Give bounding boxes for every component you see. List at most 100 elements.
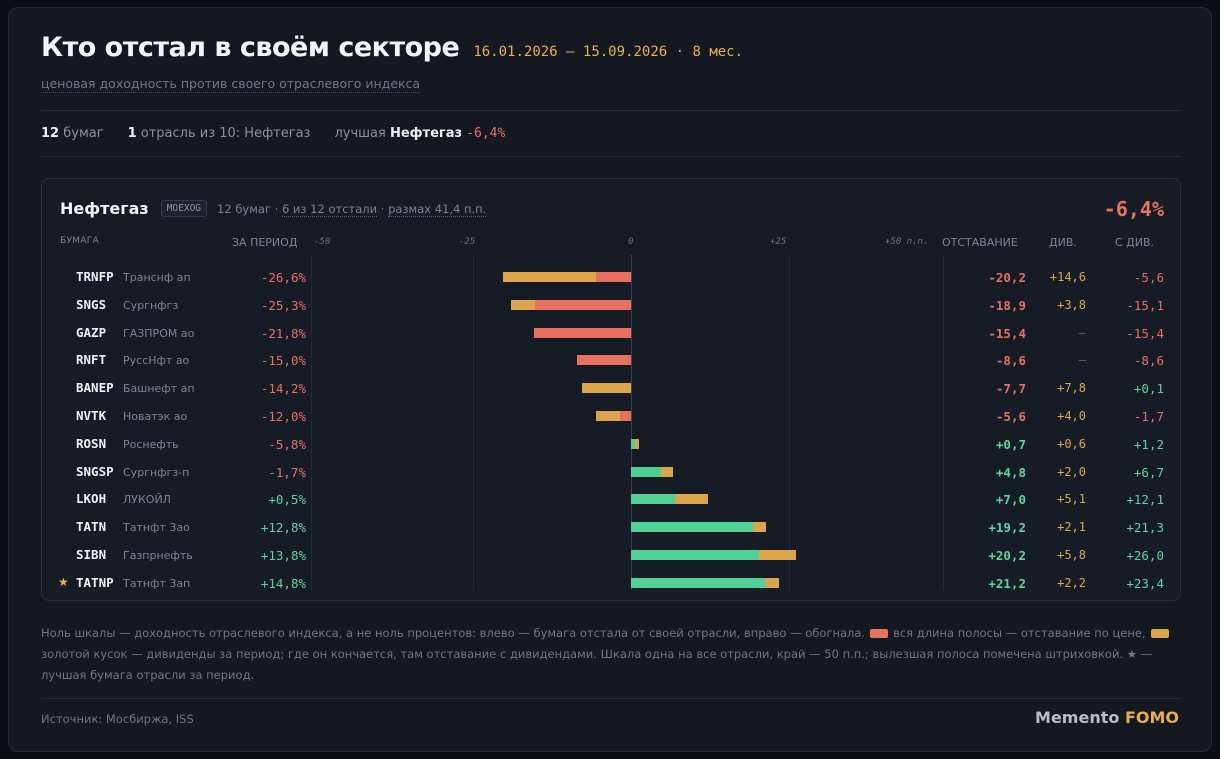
security-name: Татнфт 3ао xyxy=(123,521,190,535)
with-div-value: +0,1 xyxy=(1133,381,1164,397)
with-div-value: -1,7 xyxy=(1133,409,1164,424)
security-name: ЛУКОЙЛ xyxy=(123,493,171,507)
period-return: +13,8% xyxy=(260,548,306,563)
tick-label: +25 xyxy=(770,237,787,247)
dividend-value: +4,0 xyxy=(1057,409,1086,423)
table-row[interactable]: BANEP Башнефт ап -14,2% -7,7 +7,8 +0,1 xyxy=(42,374,1182,402)
bar-price-lead xyxy=(631,466,662,477)
main-panel: Кто отстал в своём секторе 16.01.2026 — … xyxy=(8,7,1212,752)
bar-dividend xyxy=(765,577,780,588)
table-row[interactable]: SNGS Сургнфгз -25,3% -18,9 +3,8 -15,1 xyxy=(42,291,1182,319)
ticker-label: TATN xyxy=(76,519,107,535)
dividend-value: +5,8 xyxy=(1057,548,1086,562)
lag-value: -20,2 xyxy=(988,270,1026,285)
period-return: -15,0% xyxy=(260,353,306,369)
dividend-value: +2,0 xyxy=(1057,464,1086,479)
table-row[interactable]: GAZP ГАЗПРОМ ао -21,8% -15,4 — -15,4 xyxy=(42,319,1182,347)
ticker-label: SNGS xyxy=(76,296,107,312)
grid-line xyxy=(943,255,944,590)
source-label: Источник: Мосбиржа, ISS xyxy=(41,712,194,726)
bar-dividend xyxy=(635,438,639,449)
security-name: Газпрнефть xyxy=(123,549,193,562)
table-row[interactable]: ★ TATNP Татнфт 3ап +14,8% +21,2 +2,2 +23,4 xyxy=(42,569,1182,597)
table-row[interactable]: SNGSP Сургнфгз-п -1,7% +4,8 +2,0 +6,7 xyxy=(42,458,1182,486)
ticker-label: ROSN xyxy=(76,435,107,451)
footnote: Ноль шкалы — доходность отраслевого инде… xyxy=(41,623,1181,686)
lag-value: +21,2 xyxy=(988,575,1026,591)
bar-dividend xyxy=(511,299,536,310)
ticker-label: TRNFP xyxy=(76,269,114,284)
lag-value: +4,8 xyxy=(995,464,1026,480)
table-row[interactable]: ROSN Роснефть -5,8% +0,7 +0,6 +1,2 xyxy=(42,430,1182,458)
bar-price-lag xyxy=(576,355,631,366)
bar-price-lead xyxy=(631,494,676,505)
table-row[interactable]: SIBN Газпрнефть +13,8% +20,2 +5,8 +26,0 xyxy=(42,541,1182,569)
dividend-value: +3,8 xyxy=(1057,297,1086,312)
bar-dividend xyxy=(758,550,796,560)
bar-dividend xyxy=(675,494,708,505)
bar-dividend xyxy=(661,466,674,477)
sector-total: -6,4% xyxy=(1103,197,1164,221)
period-return: -25,3% xyxy=(260,297,306,313)
security-name: Башнефт ап xyxy=(123,382,195,396)
period-return: -12,0% xyxy=(260,409,306,424)
grid-line xyxy=(789,255,790,590)
page-subtitle: ценовая доходность против своего отрасле… xyxy=(41,76,421,93)
table-row[interactable]: TRNFP Транснф ап -26,6% -20,2 +14,6 -5,6 xyxy=(42,263,1182,291)
dividend-value: +7,8 xyxy=(1057,381,1086,396)
grid-line xyxy=(311,255,312,590)
security-name: ГАЗПРОМ ао xyxy=(123,326,195,340)
period-return: -1,7% xyxy=(268,464,306,480)
bar-dividend xyxy=(582,383,631,394)
col-header-period: ЗА ПЕРИОД xyxy=(232,236,298,249)
sector-meta: 12 бумаг · 6 из 12 отстали · размах 41,4… xyxy=(217,201,487,217)
bar-price-lag xyxy=(533,327,631,338)
lagging-link[interactable]: 6 из 12 отстали xyxy=(281,201,378,217)
period-return: +14,8% xyxy=(260,575,306,591)
bar-price-lead xyxy=(631,550,759,560)
spread-link[interactable]: размах 41,4 п.п. xyxy=(388,201,487,217)
with-div-value: +23,4 xyxy=(1126,575,1164,591)
legend-dividend-swatch xyxy=(1150,629,1169,638)
ticker-label: SIBN xyxy=(76,547,107,562)
security-name: Транснф ап xyxy=(123,271,191,284)
bar-price-lead xyxy=(631,577,766,588)
lag-value: -15,4 xyxy=(988,325,1026,341)
star-icon: ★ xyxy=(58,574,69,589)
table-row[interactable]: NVTK Новатэк ао -12,0% -5,6 +4,0 -1,7 xyxy=(42,402,1182,430)
divider xyxy=(41,698,1181,699)
brand-logo: Memento FOMO xyxy=(1035,708,1179,727)
col-header-lag: ОТСТАВАНИЕ xyxy=(942,236,1018,249)
table-row[interactable]: TATN Татнфт 3ао +12,8% +19,2 +2,1 +21,3 xyxy=(42,513,1182,541)
tick-label: -25 xyxy=(459,237,476,247)
security-name: РуссНфт ао xyxy=(123,354,190,368)
dividend-value: +0,6 xyxy=(1057,436,1086,451)
tick-label: -50 xyxy=(314,237,331,247)
with-div-value: +21,3 xyxy=(1126,520,1164,536)
ticker-label: GAZP xyxy=(76,324,107,340)
table-row[interactable]: RNFT РуссНфт ао -15,0% -8,6 — -8,6 xyxy=(42,346,1182,374)
summary-count: 12 бумаг xyxy=(41,126,104,141)
col-header-with-div: С ДИВ. xyxy=(1115,236,1155,249)
ticker-label: NVTK xyxy=(76,408,107,423)
bar-dividend xyxy=(752,522,766,533)
summary-bar: 12 бумаг 1 отрасль из 10: Нефтегаз лучша… xyxy=(41,126,529,141)
with-div-value: +6,7 xyxy=(1133,464,1164,480)
bar-price-lag xyxy=(511,299,631,310)
lag-value: +7,0 xyxy=(995,492,1026,508)
legend-price-swatch xyxy=(870,629,889,638)
lag-value: -7,7 xyxy=(995,381,1026,397)
divider xyxy=(41,156,1181,157)
sector-card-header: Нефтегаз MOEXOG 12 бумаг · 6 из 12 отста… xyxy=(60,199,487,218)
page-title: Кто отстал в своём секторе xyxy=(41,32,460,63)
with-div-value: +1,2 xyxy=(1133,436,1164,452)
bar-price-lead xyxy=(631,438,636,449)
security-name: Татнфт 3ап xyxy=(123,576,191,590)
table-row[interactable]: LKOH ЛУКОЙЛ +0,5% +7,0 +5,1 +12,1 xyxy=(42,485,1182,513)
dividend-value: +2,2 xyxy=(1057,575,1086,590)
ticker-label: RNFT xyxy=(76,352,107,368)
lag-value: -8,6 xyxy=(995,353,1026,369)
security-name: Новатэк ао xyxy=(123,410,188,423)
lag-value: +19,2 xyxy=(988,520,1026,536)
period-return: -5,8% xyxy=(268,436,306,452)
